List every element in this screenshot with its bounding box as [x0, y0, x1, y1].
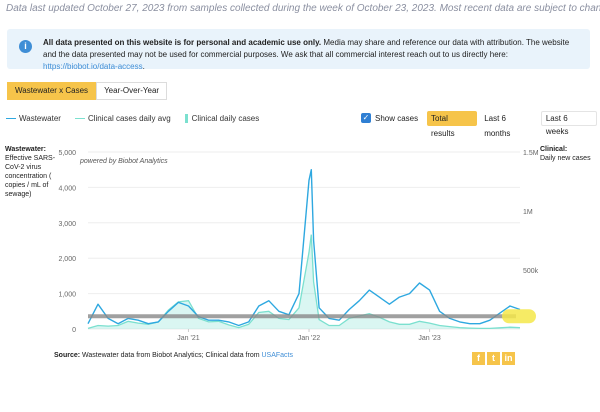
clinical-avg-swatch	[74, 118, 85, 119]
legend-clinical-daily-label: Clinical daily cases	[191, 114, 260, 123]
legend-wastewater-label: Wastewater	[19, 114, 61, 123]
year-over-year-tab[interactable]: Year-Over-Year	[96, 82, 168, 100]
legend-clinical-daily[interactable]: Clinical daily cases	[184, 114, 260, 123]
source-text: Wastewater data from Biobot Analytics; C…	[80, 352, 262, 359]
legend-clinical-avg-label: Clinical cases daily avg	[87, 114, 171, 123]
y-left-tick-label: 5,000	[58, 150, 76, 157]
wastewater-x-cases-tab[interactable]: Wastewater x Cases	[7, 82, 97, 100]
view-toggle: Wastewater x Cases Year-Over-Year	[7, 82, 168, 100]
x-tick-label: Jan '21	[177, 335, 199, 342]
watermark-text: powered by Biobot Analytics	[79, 158, 168, 165]
left-axis-title-bold: Wastewater:	[5, 146, 46, 153]
y-left-tick-label: 1,000	[58, 292, 76, 299]
latest-value-highlight	[502, 309, 536, 324]
wastewater-swatch	[6, 118, 16, 119]
notice-bold-text: All data presented on this website is fo…	[43, 38, 322, 47]
y-left-tick-label: 4,000	[58, 185, 76, 192]
left-axis-subtitle: Effective SARS-CoV-2 virus concentration…	[5, 155, 56, 198]
share-buttons: f t in	[472, 352, 517, 365]
chart-legend: Wastewater Clinical cases daily avg Clin…	[6, 114, 273, 123]
left-axis-title: Wastewater: Effective SARS-CoV-2 virus c…	[5, 145, 65, 199]
time-range-selector: Total results Last 6 months Last 6 weeks	[427, 111, 600, 138]
y-left-tick-label: 3,000	[58, 221, 76, 228]
show-cases-checkbox[interactable]: ✓	[361, 113, 371, 123]
y-left-tick-label: 2,000	[58, 256, 76, 263]
legend-wastewater[interactable]: Wastewater	[6, 114, 61, 123]
y-right-tick-label: 1.5M	[523, 150, 539, 157]
range-last-6-weeks[interactable]: Last 6 weeks	[540, 111, 597, 136]
right-axis-title-bold: Clinical:	[540, 146, 568, 153]
notice-text: All data presented on this website is fo…	[43, 37, 583, 73]
y-left-tick-label: 0	[72, 327, 76, 334]
y-right-tick-label: 500k	[523, 268, 539, 275]
range-last-6-months[interactable]: Last 6 months	[484, 114, 511, 138]
show-cases-label: Show cases	[375, 113, 419, 123]
right-axis-title: Clinical: Daily new cases	[540, 145, 598, 163]
clinical-daily-swatch	[184, 114, 188, 123]
x-tick-label: Jan '23	[418, 335, 440, 342]
range-total-results[interactable]: Total results	[427, 111, 478, 138]
twitter-icon[interactable]: t	[487, 352, 500, 365]
usafacts-link[interactable]: USAFacts	[261, 352, 294, 359]
right-axis-subtitle: Daily new cases	[540, 155, 591, 162]
data-use-notice: i All data presented on this website is …	[7, 29, 590, 71]
linkedin-icon[interactable]: in	[502, 352, 515, 365]
legend-clinical-avg[interactable]: Clinical cases daily avg	[74, 114, 171, 123]
source-note: Source: Wastewater data from Biobot Anal…	[54, 352, 293, 359]
notice-body-text: Media may share and reference our data w…	[43, 38, 570, 59]
data-access-link[interactable]: https://biobot.io/data-access	[43, 62, 143, 71]
notice-tail: .	[142, 62, 145, 71]
show-cases-toggle[interactable]: ✓ Show cases	[361, 113, 418, 123]
last-updated-text: Data last updated October 27, 2023 from …	[6, 3, 600, 14]
facebook-icon[interactable]: f	[472, 352, 485, 365]
x-tick-label: Jan '22	[298, 335, 320, 342]
info-icon: i	[19, 40, 32, 53]
y-right-tick-label: 1M	[523, 209, 533, 216]
wastewater-chart[interactable]: 0 1,000 2,000 3,000 4,000 5,000 500k 1M 1.5M Jan …	[0, 140, 600, 355]
source-label: Source:	[54, 352, 81, 359]
